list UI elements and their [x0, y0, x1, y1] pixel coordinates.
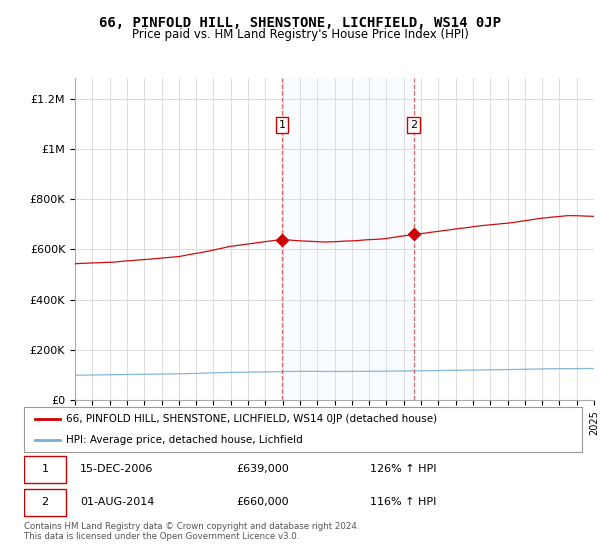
FancyBboxPatch shape: [24, 456, 66, 483]
Text: 01-AUG-2014: 01-AUG-2014: [80, 497, 154, 507]
Text: Price paid vs. HM Land Registry's House Price Index (HPI): Price paid vs. HM Land Registry's House …: [131, 28, 469, 41]
Text: 66, PINFOLD HILL, SHENSTONE, LICHFIELD, WS14 0JP: 66, PINFOLD HILL, SHENSTONE, LICHFIELD, …: [99, 16, 501, 30]
Text: 1: 1: [278, 120, 286, 130]
Text: 1: 1: [41, 464, 49, 474]
FancyBboxPatch shape: [24, 489, 66, 516]
Text: 2: 2: [410, 120, 417, 130]
Text: 2: 2: [41, 497, 49, 507]
Text: 126% ↑ HPI: 126% ↑ HPI: [370, 464, 436, 474]
Text: £639,000: £639,000: [236, 464, 289, 474]
Text: 66, PINFOLD HILL, SHENSTONE, LICHFIELD, WS14 0JP (detached house): 66, PINFOLD HILL, SHENSTONE, LICHFIELD, …: [66, 414, 437, 424]
Text: 15-DEC-2006: 15-DEC-2006: [80, 464, 153, 474]
Text: 116% ↑ HPI: 116% ↑ HPI: [370, 497, 436, 507]
Text: HPI: Average price, detached house, Lichfield: HPI: Average price, detached house, Lich…: [66, 435, 302, 445]
Text: £660,000: £660,000: [236, 497, 289, 507]
Text: Contains HM Land Registry data © Crown copyright and database right 2024.
This d: Contains HM Land Registry data © Crown c…: [24, 522, 359, 542]
Bar: [282, 78, 414, 400]
